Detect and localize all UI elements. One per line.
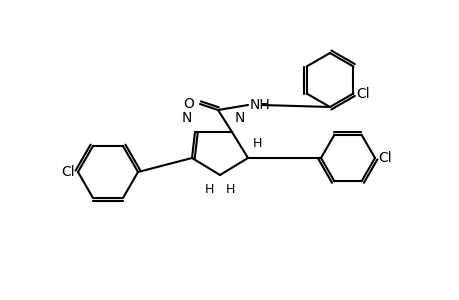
Text: N: N — [235, 111, 245, 125]
Text: Cl: Cl — [377, 151, 391, 165]
Text: H: H — [225, 183, 235, 196]
Text: O: O — [183, 97, 194, 111]
Text: NH: NH — [249, 98, 270, 112]
Text: H: H — [204, 183, 213, 196]
Text: Cl: Cl — [61, 165, 75, 179]
Text: H: H — [252, 137, 262, 150]
Text: Cl: Cl — [356, 86, 369, 100]
Text: N: N — [181, 111, 191, 125]
